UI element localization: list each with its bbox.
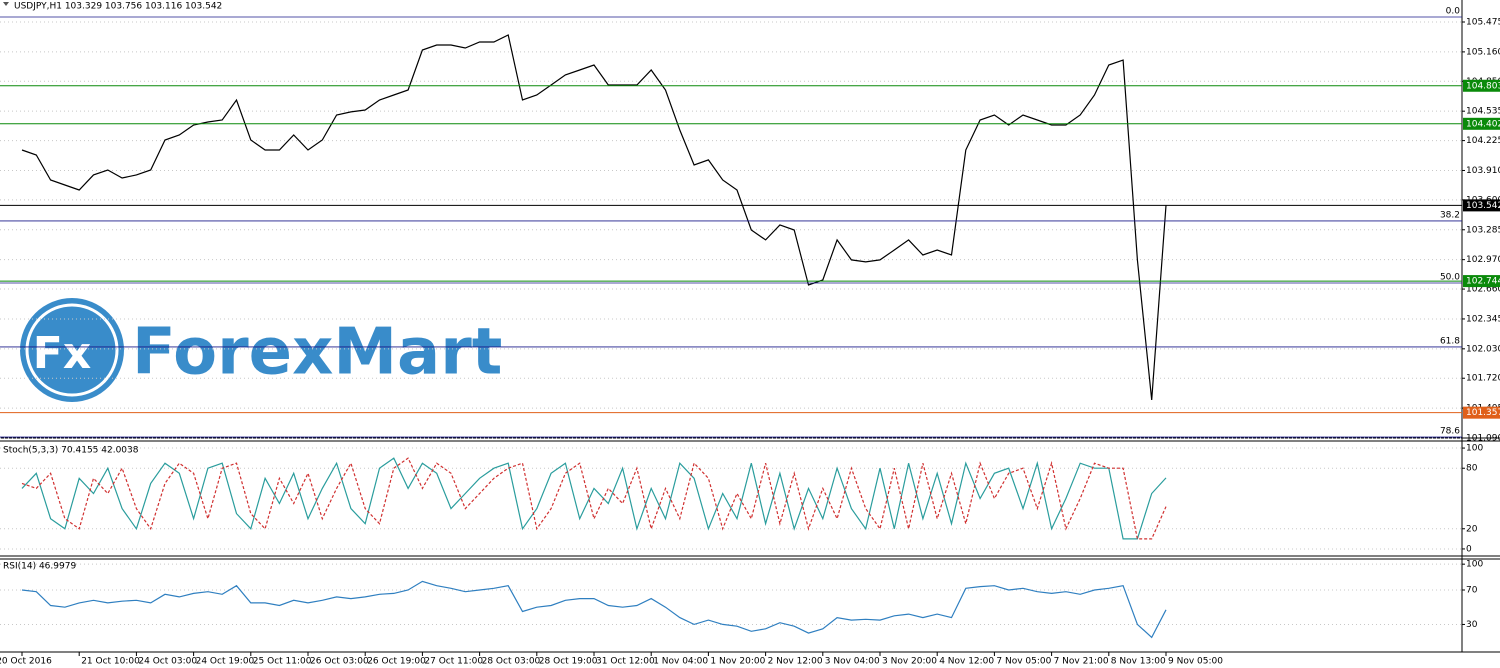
x-tick-label: 24 Oct 19:00: [196, 657, 255, 667]
y-tick-label: 104.225: [1466, 136, 1500, 146]
x-tick-label: 1 Nov 04:00: [653, 657, 708, 667]
x-tick-label: 26 Oct 03:00: [310, 657, 369, 667]
y-tick-label: 104.535: [1466, 107, 1500, 117]
level-label-box: [1463, 406, 1500, 419]
x-tick-label: 24 Oct 03:00: [138, 657, 197, 667]
series-line: [21, 580, 1167, 639]
x-tick-label: 28 Oct 03:00: [482, 657, 541, 667]
series-line: [21, 457, 1167, 540]
panel-title: RSI(14) 46.9979: [3, 562, 76, 572]
panel-title: Stoch(5,3,3) 70.4155 42.0038: [3, 446, 139, 456]
fib-label: 61.8: [1440, 336, 1460, 346]
series-line: [21, 457, 1167, 540]
x-tick-label: 25 Oct 11:00: [253, 657, 312, 667]
series-line: [21, 34, 1167, 401]
fib-label: 78.6: [1440, 427, 1460, 437]
level-label-box: [1463, 79, 1500, 92]
fib-label: 50.0: [1440, 272, 1460, 282]
x-tick-label: 21 Oct 10:00: [81, 657, 140, 667]
panel-title: USDJPY,H1 103.329 103.756 103.116 103.54…: [14, 2, 222, 12]
y-tick-label: 100: [1466, 444, 1483, 454]
level-label-box: [1463, 199, 1500, 212]
y-tick-label: 101.090: [1466, 434, 1500, 444]
y-tick-label: 20: [1466, 524, 1478, 534]
x-tick-label: 8 Nov 13:00: [1111, 657, 1166, 667]
fib-label: 38.2: [1440, 210, 1460, 220]
x-tick-label: 20 Oct 2016: [0, 657, 52, 667]
x-tick-label: 4 Nov 12:00: [939, 657, 994, 667]
level-label: 102.744: [1466, 277, 1500, 287]
level-label-box: [1463, 275, 1500, 288]
x-tick-label: 7 Nov 05:00: [996, 657, 1051, 667]
y-tick-label: 102.660: [1466, 285, 1500, 295]
y-tick-label: 100: [1466, 560, 1483, 570]
y-tick-label: 0: [1466, 544, 1472, 554]
logo-text: ForexMart: [132, 316, 502, 390]
y-tick-label: 105.475: [1466, 18, 1500, 28]
y-tick-label: 103.285: [1466, 225, 1500, 235]
x-tick-label: 2 Nov 12:00: [768, 657, 823, 667]
x-tick-label: 7 Nov 21:00: [1054, 657, 1109, 667]
y-tick-label: 80: [1466, 464, 1478, 474]
watermark: Fx ForexMart: [20, 298, 502, 402]
x-tick-label: 27 Oct 11:00: [424, 657, 483, 667]
logo-icon: Fx: [33, 328, 91, 379]
y-tick-label: 103.910: [1466, 166, 1500, 176]
y-tick-label: 102.345: [1466, 314, 1500, 324]
symbol-icon: [3, 2, 9, 6]
y-tick-label: 101.720: [1466, 374, 1500, 384]
y-tick-label: 105.160: [1466, 47, 1500, 57]
x-tick-label: 9 Nov 05:00: [1168, 657, 1223, 667]
y-tick-label: 102.030: [1466, 344, 1500, 354]
x-tick-label: 28 Oct 19:00: [539, 657, 598, 667]
level-label: 103.542: [1466, 201, 1500, 211]
level-label: 104.803: [1466, 81, 1500, 91]
x-tick-label: 3 Nov 20:00: [882, 657, 937, 667]
logo-ring: [25, 303, 119, 397]
x-tick-label: 26 Oct 19:00: [367, 657, 426, 667]
level-label: 104.402: [1466, 119, 1500, 129]
level-label: 101.357: [1466, 408, 1500, 418]
x-tick-label: 1 Nov 20:00: [710, 657, 765, 667]
level-label-box: [1463, 117, 1500, 130]
y-tick-label: 70: [1466, 586, 1478, 596]
x-tick-label: 3 Nov 04:00: [825, 657, 880, 667]
fib-label: 0.0: [1446, 6, 1461, 16]
x-tick-label: 31 Oct 12:00: [596, 657, 655, 667]
y-tick-label: 30: [1466, 620, 1478, 630]
y-tick-label: 102.970: [1466, 255, 1500, 265]
logo-circle: [20, 298, 124, 402]
